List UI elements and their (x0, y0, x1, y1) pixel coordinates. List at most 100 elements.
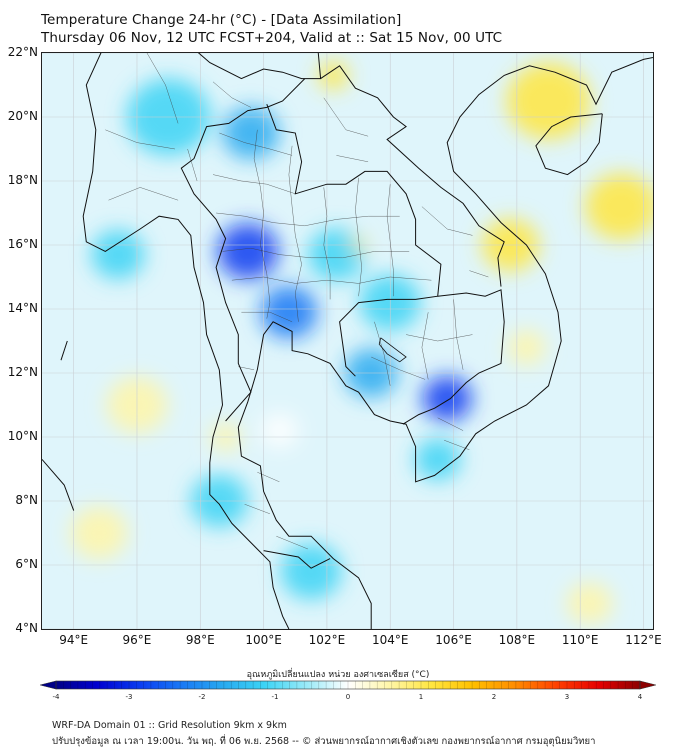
province-boundary (421, 206, 473, 236)
longitude-label: 106°E (435, 633, 472, 647)
field-anomaly-patch (566, 582, 613, 625)
latitude-label: 6°N (15, 557, 38, 571)
field-anomaly-patch (70, 506, 128, 560)
colorbar-tick-label: 0 (345, 693, 351, 701)
temperature-change-map (42, 53, 653, 629)
country-border (320, 65, 505, 287)
country-border (197, 53, 322, 80)
country-borders (180, 53, 505, 569)
field-anomaly-patch (506, 62, 591, 140)
province-boundary (244, 503, 270, 515)
field-anomaly-patch (507, 329, 546, 365)
province-boundary (437, 417, 464, 431)
longitude-label: 100°E (245, 633, 282, 647)
graticule (42, 53, 653, 629)
province-boundary (323, 97, 369, 137)
field-anomaly-patch (585, 173, 653, 240)
map-title: Temperature Change 24-hr (°C) - [Data As… (41, 12, 402, 28)
field-background (42, 53, 653, 629)
longitude-label: 102°E (308, 633, 346, 647)
colorbar-min-arrow (40, 680, 57, 690)
province-boundary (355, 177, 362, 297)
colorbar-outline (55, 680, 641, 690)
latitude-label: 18°N (7, 173, 38, 187)
coastlines (42, 53, 653, 629)
coastline (60, 340, 68, 361)
longitude-label: 94°E (59, 633, 89, 647)
temperature-field (70, 61, 653, 625)
latitude-label: 4°N (15, 621, 38, 635)
map-panel (41, 52, 654, 630)
province-boundary (406, 334, 473, 342)
longitude-label: 108°E (498, 633, 536, 647)
country-border (180, 78, 306, 422)
latitude-label: 14°N (7, 301, 38, 315)
province-boundary (187, 148, 198, 182)
province-boundary (212, 174, 296, 195)
map-subtitle-valid-time: Thursday 06 Nov, 12 UTC FCST+204, Valid … (41, 30, 503, 46)
latitude-label: 16°N (7, 237, 38, 251)
country-border (266, 104, 442, 377)
colorbar-tick-label: 1 (418, 693, 424, 701)
field-anomaly-patch (307, 228, 365, 281)
colorbar-tick-label: -1 (271, 693, 279, 701)
coastline (82, 53, 290, 629)
country-border (263, 550, 331, 569)
province-boundary (146, 53, 179, 124)
lake-outline (378, 337, 407, 363)
latitude-label: 10°N (7, 429, 38, 443)
latitude-label: 20°N (7, 109, 38, 123)
field-anomaly-patch (414, 438, 461, 481)
longitude-label: 98°E (185, 633, 215, 647)
province-boundary (241, 311, 293, 323)
footer-credit: ปรับปรุงข้อมูล ณ เวลา 19:00น. วัน พฤ. ที… (52, 736, 596, 747)
field-anomaly-patch (91, 230, 145, 280)
province-boundary (336, 155, 369, 163)
province-boundary (105, 129, 176, 150)
colorbar-tick-label: -4 (52, 693, 60, 701)
latitude-label: 22°N (7, 45, 38, 59)
province-boundary (323, 187, 331, 300)
field-anomaly-patch (318, 61, 349, 90)
province-boundary (231, 276, 432, 284)
colorbar-tick-label: -3 (125, 693, 133, 701)
field-anomaly-patch (217, 223, 279, 280)
footer-model-info: WRF-DA Domain 01 :: Grid Resolution 9km … (52, 720, 287, 731)
province-boundary (253, 129, 271, 319)
province-boundary (374, 321, 391, 386)
longitude-label: 104°E (371, 633, 409, 647)
longitude-label: 110°E (561, 633, 599, 647)
province-boundary (371, 356, 426, 380)
latitude-label: 8°N (15, 493, 38, 507)
longitude-label: 112°E (625, 633, 662, 647)
province-boundary (212, 81, 252, 108)
colorbar-gradient (56, 681, 640, 689)
field-anomaly-patch (280, 543, 342, 600)
colorbar-label: อุณหภูมิเปลี่ยนแปลง หน่วย องศาเซลเซียส (… (246, 670, 430, 680)
province-boundary (421, 312, 429, 380)
country-border (402, 289, 505, 425)
latitude-label: 12°N (7, 365, 38, 379)
province-boundary (288, 145, 302, 322)
province-boundary (222, 247, 410, 259)
coastline (237, 56, 653, 629)
coastline (535, 113, 603, 176)
field-anomaly-patch (422, 375, 472, 422)
field-anomaly-patch (260, 413, 299, 449)
colorbar-tick-label: 3 (564, 693, 570, 701)
province-boundary (219, 132, 293, 156)
province-boundary (469, 270, 489, 278)
colorbar-tick-label: 4 (637, 693, 643, 701)
field-anomaly-patch (222, 106, 280, 160)
longitude-label: 96°E (122, 633, 152, 647)
colorbar-max-arrow (639, 680, 656, 690)
coastline (42, 459, 75, 511)
colorbar-tick-label: 2 (491, 693, 497, 701)
field-anomaly-patch (260, 286, 318, 339)
colorbar (40, 680, 656, 690)
province-boundary (238, 366, 255, 371)
province-boundary (216, 212, 400, 227)
province-boundary (276, 535, 308, 550)
province-boundary (108, 187, 179, 201)
province-boundary (453, 299, 464, 370)
